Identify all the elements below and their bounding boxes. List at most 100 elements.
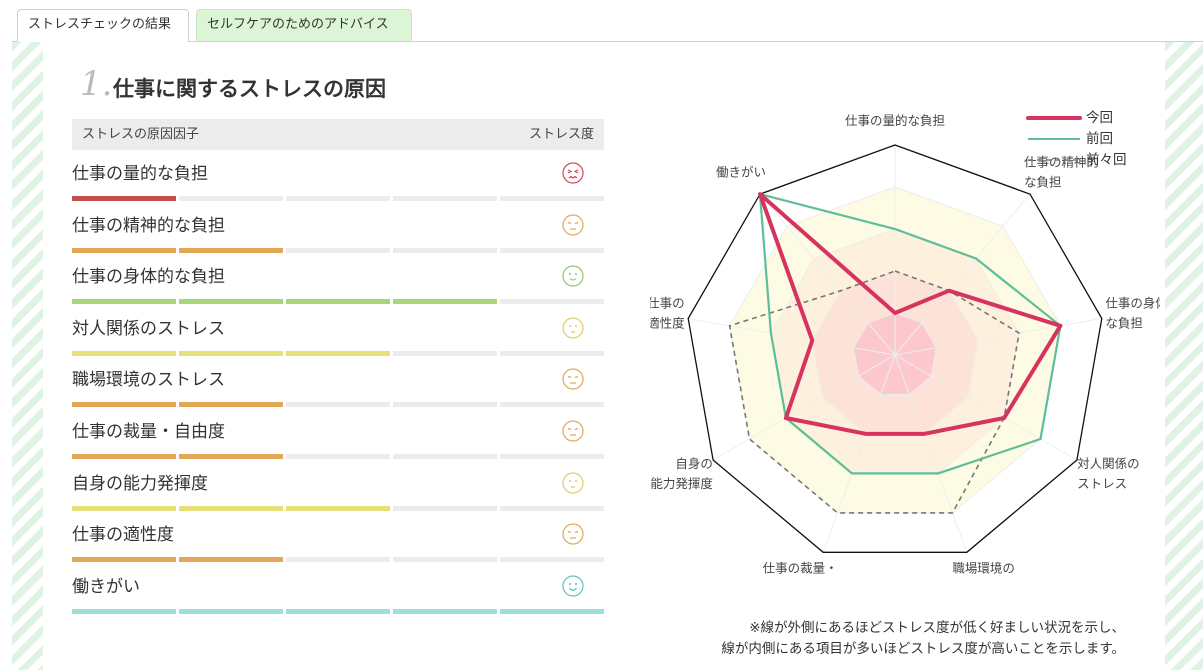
series-line-1 — [758, 192, 1062, 475]
bar-segment — [500, 299, 604, 305]
factor-label: 職場環境のストレス — [72, 370, 225, 391]
bar-segment — [393, 402, 497, 408]
stress-level-bar — [72, 454, 604, 459]
legend-label-current: 今回 — [1086, 110, 1113, 126]
bar-segment — [286, 557, 390, 563]
bar-segment — [286, 350, 390, 356]
happy-face-icon — [562, 575, 584, 597]
stress-level-bar — [72, 299, 604, 305]
bar-segment — [72, 196, 176, 201]
factor-row: 仕事の裁量・自由度 — [72, 408, 604, 459]
radar-spoke — [712, 354, 896, 461]
factor-row: 働きがい — [72, 563, 604, 614]
chart-note-line-2: 線が内側にある項目が多いほどストレス度が高いことを示します。 — [721, 641, 1125, 657]
bar-segment — [393, 505, 497, 511]
bar-segment — [179, 402, 283, 408]
bar-segment — [500, 196, 604, 201]
section-number: 1. — [80, 64, 113, 104]
bar-segment — [393, 247, 497, 253]
header-stress-level: ストレス度 — [528, 127, 594, 142]
bar-segment — [286, 299, 390, 305]
bar-segment — [179, 247, 283, 253]
bar-segment — [286, 608, 390, 614]
tab-divider — [12, 41, 1203, 42]
legend-item-before-previous: 前々回 — [1026, 150, 1156, 170]
chart-legend: 今回 前回 前々回 — [1026, 108, 1156, 173]
legend-line-before-previous — [1028, 159, 1080, 161]
bar-segment — [179, 454, 283, 459]
left-stripe-decoration — [12, 42, 43, 670]
bar-segment — [286, 247, 390, 253]
bar-segment — [500, 454, 604, 459]
bar-segment — [179, 299, 283, 305]
factor-label: 自身の能力発揮度 — [72, 473, 208, 494]
axis-label: 適性度 — [650, 316, 685, 331]
table-header: ストレスの原因因子 ストレス度 — [72, 119, 604, 150]
stress-level-bar — [72, 350, 604, 356]
bar-segment — [393, 350, 497, 356]
bar-segment — [179, 196, 283, 201]
bar-segment — [500, 350, 604, 356]
very-bad-face-icon — [562, 162, 584, 184]
bar-segment — [72, 247, 176, 253]
axis-label: ストレス — [1077, 476, 1127, 491]
factor-row: 仕事の量的な負担 — [72, 150, 604, 201]
axis-label: な負担 — [1024, 175, 1062, 190]
bar-segment — [500, 608, 604, 614]
bar-segment — [72, 402, 176, 408]
bar-segment — [500, 247, 604, 253]
axis-label: 自身の — [675, 456, 713, 471]
axis-label: 仕事の — [650, 296, 685, 311]
bar-segment — [72, 299, 176, 305]
factor-row: 仕事の適性度 — [72, 511, 604, 563]
factor-label: 働きがい — [72, 576, 140, 597]
smile-face-icon — [562, 265, 584, 287]
neutral-face-icon — [562, 471, 584, 494]
radar-outline — [687, 144, 1103, 553]
bar-segment — [286, 505, 390, 511]
stress-level-bar — [72, 402, 604, 408]
bar-segment — [72, 350, 176, 356]
bar-segment — [393, 299, 497, 305]
axis-label: 働きがい — [716, 165, 766, 180]
bar-segment — [72, 608, 176, 614]
series-line-2 — [728, 270, 1020, 514]
stress-level-bar — [72, 247, 604, 253]
tab-selfcare-advice[interactable]: セルフケアのためのアドバイス — [196, 9, 412, 41]
legend-line-current — [1026, 116, 1082, 120]
bar-segment — [393, 196, 497, 201]
radar-spoke — [894, 193, 1031, 356]
axis-label: 能力発揮度 — [650, 476, 713, 491]
bar-segment — [179, 505, 283, 511]
factor-label: 仕事の量的な負担 — [72, 164, 208, 184]
stress-level-bar — [72, 196, 604, 201]
neutral-face-icon — [562, 317, 584, 339]
bar-segment — [286, 454, 390, 459]
radar-spoke — [688, 318, 896, 356]
tab-stress-check-result[interactable]: ストレスチェックの結果 — [17, 9, 189, 42]
radar-spoke — [759, 193, 896, 356]
legend-label-previous: 前回 — [1086, 131, 1113, 147]
axis-label: な負担 — [1105, 316, 1143, 331]
bar-segment — [500, 557, 604, 563]
radar-chart: 仕事の量的な負担仕事の精神的な負担仕事の身体的な負担対人関係のストレス職場環境の… — [650, 113, 1160, 575]
radar-gridline — [853, 312, 937, 395]
bar-segment — [72, 557, 176, 563]
radar-spoke — [894, 354, 1078, 461]
bar-segment — [72, 505, 176, 511]
section-title: 仕事に関するストレスの原因 — [113, 77, 386, 101]
bar-segment — [179, 608, 283, 614]
frown-face-icon — [562, 420, 584, 442]
factor-label: 仕事の身体的な負担 — [72, 267, 225, 288]
factor-row: 仕事の身体的な負担 — [72, 253, 604, 305]
bar-segment — [179, 557, 283, 563]
stress-level-bar — [72, 608, 604, 614]
bar-segment — [72, 454, 176, 459]
right-stripe-decoration — [1165, 42, 1203, 670]
axis-label: 仕事の裁量・ — [763, 561, 838, 575]
bar-segment — [500, 505, 604, 511]
legend-item-previous: 前回 — [1026, 129, 1156, 149]
stress-level-bar — [72, 505, 604, 511]
bar-segment — [393, 608, 497, 614]
factor-label: 仕事の裁量・自由度 — [72, 422, 225, 442]
